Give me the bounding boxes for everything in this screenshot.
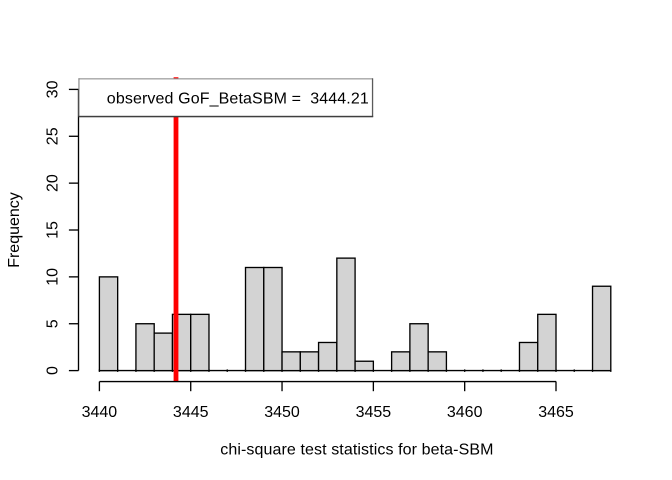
- svg-text:25: 25: [44, 127, 61, 145]
- svg-text:3455: 3455: [356, 404, 392, 421]
- svg-text:Frequency: Frequency: [6, 192, 23, 268]
- svg-text:3465: 3465: [538, 404, 574, 421]
- svg-text:3440: 3440: [82, 404, 118, 421]
- svg-text:30: 30: [44, 80, 61, 98]
- svg-text:15: 15: [44, 221, 61, 239]
- svg-text:3460: 3460: [447, 404, 483, 421]
- svg-text:0: 0: [44, 366, 61, 375]
- svg-text:3445: 3445: [173, 404, 209, 421]
- svg-text:chi-square test statistics for: chi-square test statistics for beta-SBM: [220, 441, 493, 458]
- svg-text:3450: 3450: [264, 404, 300, 421]
- svg-text:10: 10: [44, 268, 61, 286]
- svg-text:5: 5: [44, 319, 61, 328]
- svg-text:observed GoF_BetaSBM = 3444.2: observed GoF_BetaSBM = 3444.21: [107, 90, 369, 107]
- svg-text:20: 20: [44, 174, 61, 192]
